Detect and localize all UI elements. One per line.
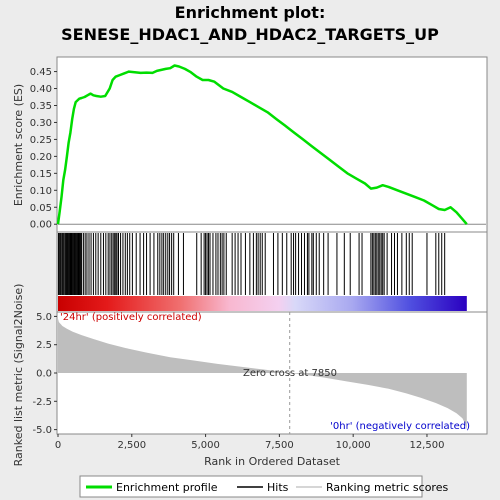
es-y-tick-label: 0.25	[30, 135, 52, 146]
x-tick-label: 10,000	[336, 440, 371, 451]
metric-area-group	[58, 318, 467, 430]
es-line	[56, 64, 468, 226]
es-y-tick-label: 0.05	[30, 203, 52, 214]
es-y-tick-label: 0.20	[30, 152, 52, 163]
legend-hits-label: Hits	[267, 481, 289, 494]
es-y-tick-label: 0.00	[30, 220, 52, 231]
x-tick-label: 5,000	[191, 440, 220, 451]
zero-cross-label: Zero cross at 7850	[243, 368, 337, 379]
metric-y-tick-label: -2.5	[32, 397, 52, 408]
metric-y-axis: 5.0 2.5 0.0 -2.5 -5.0	[32, 312, 57, 436]
es-y-tick-label: 0.10	[30, 186, 52, 197]
x-tick-label: 0	[55, 440, 61, 451]
es-y-axis: 0.00 0.05 0.10 0.15 0.20 0.25 0.30 0.35 0.40 0.45	[30, 67, 57, 231]
es-series-group	[56, 64, 468, 226]
metric-area	[58, 318, 467, 430]
x-tick-label: 2,500	[117, 440, 146, 451]
metric-y-tick-label: 5.0	[36, 312, 52, 323]
metric-y-tick-label: 0.0	[36, 369, 52, 380]
metric-y-tick-label: 2.5	[36, 340, 52, 351]
legend-metric-label: Ranking metric scores	[326, 481, 448, 494]
es-y-axis-label: Enrichment score (ES)	[12, 84, 25, 206]
es-y-tick-label: 0.40	[30, 84, 52, 95]
es-plot-area	[56, 56, 488, 233]
metric-y-axis-label: Ranked list metric (Signal2Noise)	[12, 284, 25, 467]
hits-group	[57, 233, 446, 295]
es-y-tick-label: 0.15	[30, 169, 52, 180]
es-y-tick-label: 0.35	[30, 101, 52, 112]
x-axis: 0 2,500 5,000 7,500 10,000 12,500	[55, 434, 444, 451]
plot-title-line2: SENESE_HDAC1_AND_HDAC2_TARGETS_UP	[61, 25, 439, 44]
x-axis-label: Rank in Ordered Dataset	[204, 455, 341, 468]
rank-color-bar	[58, 296, 467, 311]
positive-correlation-label: '24hr' (positively correlated)	[60, 312, 202, 323]
metric-y-tick-label: -5.0	[32, 425, 52, 436]
es-y-tick-label: 0.45	[30, 67, 52, 78]
legend-es-label: Enrichment profile	[116, 481, 218, 494]
legend: Enrichment profile Hits Ranking metric s…	[79, 475, 448, 498]
plot-title-line1: Enrichment plot:	[175, 3, 326, 22]
x-tick-label: 7,500	[265, 440, 294, 451]
es-y-tick-label: 0.30	[30, 118, 52, 129]
x-tick-label: 12,500	[409, 440, 444, 451]
negative-correlation-label: '0hr' (negatively correlated)	[330, 421, 470, 432]
